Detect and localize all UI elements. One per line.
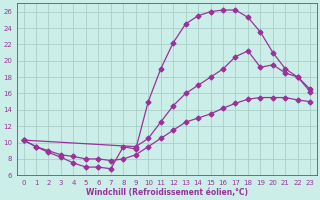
X-axis label: Windchill (Refroidissement éolien,°C): Windchill (Refroidissement éolien,°C)	[86, 188, 248, 197]
